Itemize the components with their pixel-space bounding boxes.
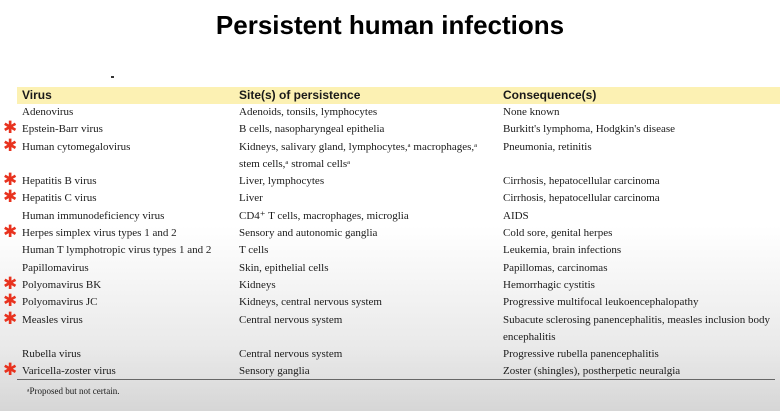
site-cell: Kidneys [239, 278, 276, 291]
asterisk-marker-icon: ✱ [3, 135, 18, 156]
site-cell: Adenoids, tonsils, lymphocytes [239, 106, 378, 118]
consequence-cell: Progressive multifocal leukoencephalopat… [503, 296, 699, 309]
site-cell: Sensory ganglia [239, 365, 310, 378]
virus-cell: Papillomavirus [22, 261, 89, 274]
table-row: ✱ Epstein-Barr virus B cells, nasopharynge… [0, 118, 780, 139]
table-row: ✱ Human cytomegalovirus Kidneys, salivary … [0, 135, 780, 174]
site-cell: Liver [239, 192, 263, 205]
asterisk-marker-icon: ✱ [3, 291, 18, 312]
table-body: Adenovirus Adenoids, tonsils, lymphocytes… [0, 104, 780, 381]
site-cell: Kidneys, salivary gland, lymphocytes,ᵃ m… [239, 140, 478, 170]
site-cell: CD4⁺ T cells, macrophages, microglia [239, 209, 409, 222]
virus-cell: Hepatitis C virus [22, 192, 97, 205]
virus-cell: Rubella virus [22, 348, 81, 361]
virus-cell: Hepatitis B virus [22, 175, 97, 188]
asterisk-marker-icon: ✱ [3, 360, 18, 381]
table-row: ✱ Herpes simplex virus types 1 and 2 Senso… [0, 222, 780, 243]
consequence-cell: Cold sore, genital herpes [503, 227, 613, 240]
header-virus: Virus [22, 88, 52, 102]
consequence-cell: Pneumonia, retinitis [503, 140, 592, 153]
stray-mark [111, 76, 114, 78]
table-row: Human T lymphotropic virus types 1 and 2… [0, 242, 780, 259]
table-row: ✱ Measles virus Central nervous system Suba… [0, 308, 780, 347]
table-row: Papillomavirus Skin, epithelial cells Papi… [0, 260, 780, 277]
table-row: Adenovirus Adenoids, tonsils, lymphocytes… [0, 104, 780, 121]
consequence-cell: Hemorrhagic cystitis [503, 278, 595, 291]
table-header: Virus Site(s) of persistence Consequence… [17, 87, 780, 104]
table-row: Rubella virus Central nervous system Progr… [0, 346, 780, 363]
consequence-cell: Leukemia, brain infections [503, 244, 622, 257]
virus-cell: Herpes simplex virus types 1 and 2 [22, 227, 177, 240]
site-cell: Liver, lymphocytes [239, 175, 325, 188]
site-cell: T cells [239, 244, 269, 257]
consequence-cell: Cirrhosis, hepatocellular carcinoma [503, 192, 660, 205]
table-row: ✱ Polyomavirus JC Kidneys, central nervous… [0, 291, 780, 312]
site-cell: Central nervous system [239, 313, 343, 326]
asterisk-marker-icon: ✱ [3, 222, 18, 243]
virus-cell: Epstein-Barr virus [22, 123, 103, 136]
site-cell: Skin, epithelial cells [239, 261, 329, 274]
virus-cell: Polyomavirus BK [22, 278, 102, 291]
consequence-cell: Subacute sclerosing panencephalitis, mea… [503, 313, 770, 343]
asterisk-marker-icon: ✱ [3, 118, 18, 139]
virus-cell: Human cytomegalovirus [22, 140, 131, 153]
virus-cell: Measles virus [22, 313, 83, 326]
table-row: ✱ Hepatitis B virus Liver, lymphocytes Cirr… [0, 170, 780, 191]
consequence-cell: Cirrhosis, hepatocellular carcinoma [503, 175, 660, 188]
table-row: ✱ Varicella-zoster virus Sensory ganglia Zo… [0, 360, 780, 381]
consequence-cell: AIDS [503, 209, 529, 222]
table-row: ✱ Polyomavirus BK Kidneys Hemorrhagic cysti… [0, 273, 780, 294]
site-cell: Kidneys, central nervous system [239, 296, 382, 309]
site-cell: B cells, nasopharyngeal epithelia [239, 123, 385, 136]
site-cell: Sensory and autonomic ganglia [239, 227, 378, 240]
asterisk-marker-icon: ✱ [3, 308, 18, 329]
header-consequence: Consequence(s) [503, 88, 597, 102]
consequence-cell: Burkitt's lymphoma, Hodgkin's disease [503, 123, 676, 136]
asterisk-marker-icon: ✱ [3, 170, 18, 191]
asterisk-marker-icon: ✱ [3, 187, 18, 208]
consequence-cell: Progressive rubella panencephalitis [503, 348, 659, 361]
virus-cell: Varicella-zoster virus [22, 365, 116, 378]
slide-title: Persistent human infections [215, 10, 565, 40]
table-bottom-rule [17, 379, 775, 380]
consequence-cell: Papillomas, carcinomas [503, 261, 608, 274]
header-site: Site(s) of persistence [239, 88, 361, 102]
consequence-cell: Zoster (shingles), postherpetic neuralgi… [503, 365, 681, 378]
virus-cell: Human T lymphotropic virus types 1 and 2 [22, 244, 212, 257]
site-cell: Central nervous system [239, 348, 343, 361]
table-row: ✱ Hepatitis C virus Liver Cirrhosis, hepato… [0, 187, 780, 208]
virus-cell: Polyomavirus JC [22, 296, 98, 309]
consequence-cell: None known [503, 106, 560, 118]
virus-cell: Adenovirus [22, 106, 74, 118]
table-row: Human immunodeficiency virus CD4⁺ T cells… [0, 208, 780, 225]
virus-cell: Human immunodeficiency virus [22, 209, 165, 222]
footnote: ᵃProposed but not certain. [27, 386, 120, 396]
asterisk-marker-icon: ✱ [3, 273, 18, 294]
